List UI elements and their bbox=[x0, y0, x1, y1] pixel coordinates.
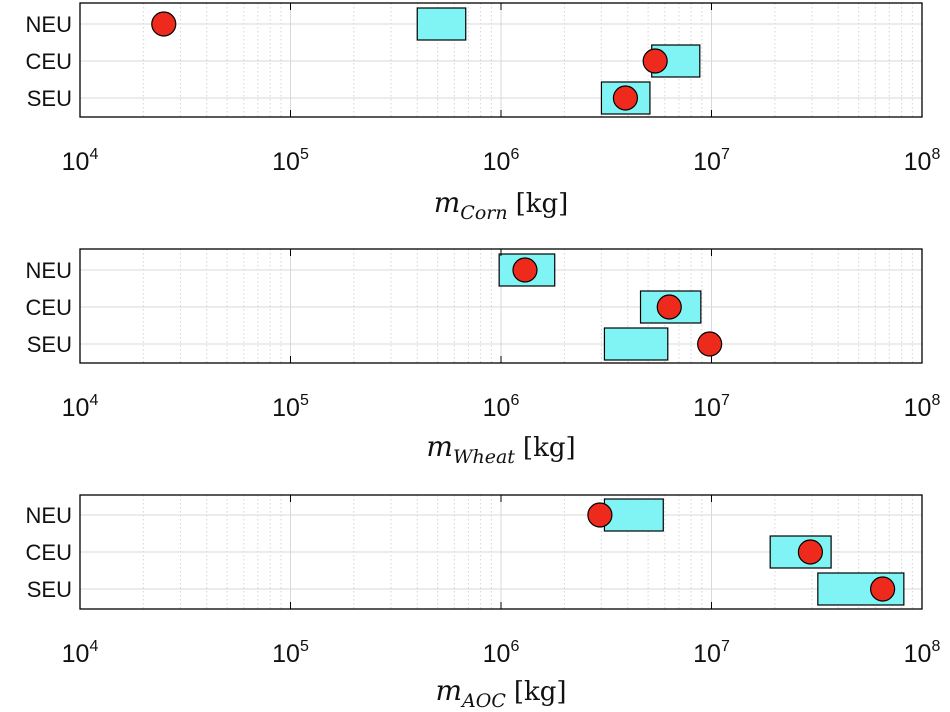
x-tick-label: 107 bbox=[693, 392, 730, 422]
x-axis-title: mWheat [kg] bbox=[426, 430, 575, 468]
data-point-seu bbox=[870, 576, 896, 602]
data-point-neu bbox=[151, 11, 177, 37]
data-point-ceu bbox=[642, 48, 668, 74]
chart-panel-3: NEU CEU SEU 104 105 106 107 108 mAOC [kg] bbox=[26, 494, 941, 712]
data-point-seu bbox=[612, 85, 639, 111]
y-tick-label: NEU bbox=[26, 503, 72, 528]
chart-panel-1: NEU CEU SEU 104 105 106 107 108 mCorn [kg] bbox=[26, 2, 941, 224]
data-point-neu bbox=[512, 257, 538, 283]
range-box-neu bbox=[416, 7, 467, 41]
x-tick-label: 106 bbox=[483, 638, 520, 668]
y-tick-label: CEU bbox=[26, 295, 72, 320]
y-tick-label: CEU bbox=[26, 49, 72, 74]
y-tick-label: SEU bbox=[27, 577, 72, 602]
x-tick-label: 105 bbox=[272, 392, 309, 422]
x-tick-label: 106 bbox=[483, 146, 520, 176]
data-point-ceu bbox=[797, 539, 823, 565]
x-tick-label: 105 bbox=[272, 146, 309, 176]
x-axis-title: mAOC [kg] bbox=[435, 674, 566, 712]
data-point-ceu bbox=[656, 294, 682, 320]
x-tick-label: 104 bbox=[62, 392, 99, 422]
range-box-neu bbox=[603, 498, 664, 532]
x-tick-label: 108 bbox=[904, 638, 941, 668]
range-box-seu bbox=[603, 327, 669, 361]
data-point-neu bbox=[587, 502, 613, 528]
chart-panel-2: NEU CEU SEU 104 105 106 107 108 mWheat [kg] bbox=[26, 248, 941, 468]
x-tick-label: 108 bbox=[904, 392, 941, 422]
y-tick-label: NEU bbox=[26, 258, 72, 283]
data-point-seu bbox=[697, 331, 723, 357]
x-tick-label: 105 bbox=[272, 638, 309, 668]
x-tick-label: 108 bbox=[904, 146, 941, 176]
x-axis-title: mCorn [kg] bbox=[434, 186, 569, 224]
x-tick-label: 107 bbox=[693, 638, 730, 668]
x-tick-label: 107 bbox=[693, 146, 730, 176]
y-tick-label: SEU bbox=[27, 86, 72, 111]
x-tick-label: 106 bbox=[483, 392, 520, 422]
y-tick-label: SEU bbox=[27, 332, 72, 357]
y-tick-label: NEU bbox=[26, 12, 72, 37]
x-tick-label: 104 bbox=[62, 146, 99, 176]
x-tick-label: 104 bbox=[62, 638, 99, 668]
y-tick-label: CEU bbox=[26, 540, 72, 565]
